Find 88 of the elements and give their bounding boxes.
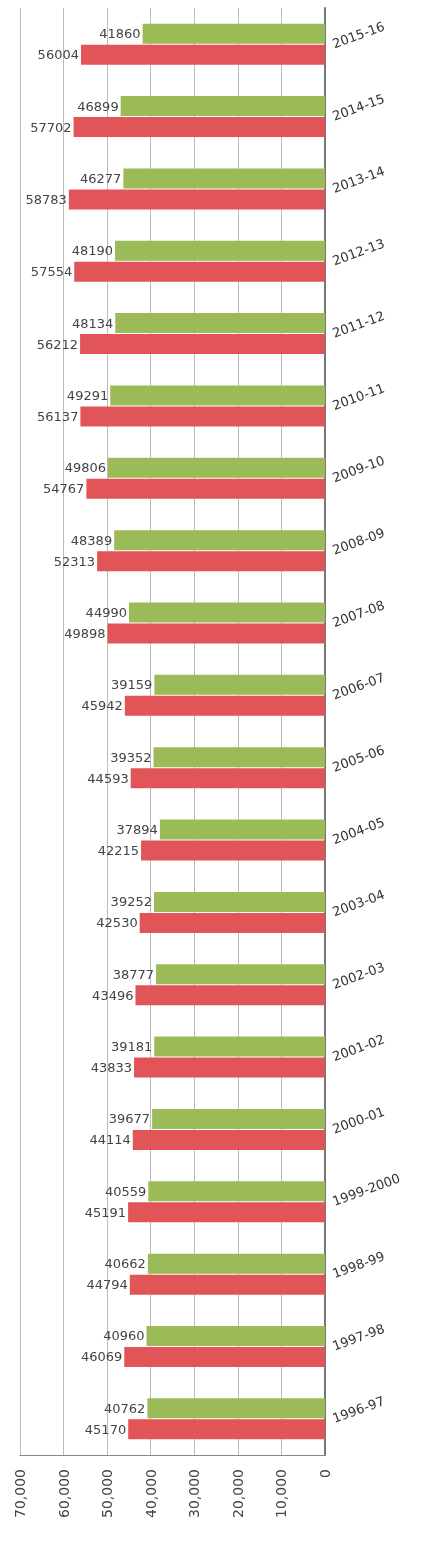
bar bbox=[107, 623, 325, 644]
bar bbox=[120, 96, 325, 117]
data-label: 52313 bbox=[53, 553, 96, 569]
data-label: 56004 bbox=[37, 47, 79, 63]
bar bbox=[142, 23, 325, 44]
data-label: 46899 bbox=[77, 98, 119, 114]
bar bbox=[124, 1346, 325, 1367]
x-tick-label: 10,000 bbox=[273, 1469, 290, 1518]
bar bbox=[146, 1325, 325, 1346]
data-label: 39252 bbox=[110, 894, 152, 910]
bar bbox=[152, 1108, 325, 1129]
bar bbox=[153, 747, 325, 768]
bar bbox=[107, 457, 325, 478]
bar bbox=[156, 964, 325, 985]
x-tick-label: 20,000 bbox=[229, 1469, 246, 1518]
bar bbox=[135, 985, 325, 1006]
bar bbox=[154, 1036, 325, 1057]
data-label: 49806 bbox=[64, 460, 106, 476]
data-label: 40559 bbox=[104, 1183, 147, 1199]
bar bbox=[124, 695, 325, 716]
bar bbox=[141, 840, 325, 861]
data-label: 58783 bbox=[25, 191, 67, 207]
bar bbox=[128, 1419, 325, 1440]
data-label: 42215 bbox=[97, 843, 140, 859]
bar bbox=[128, 1202, 325, 1223]
x-tick-label: 40,000 bbox=[142, 1469, 159, 1518]
bar bbox=[154, 674, 325, 695]
data-label: 49898 bbox=[64, 625, 106, 641]
bar bbox=[80, 406, 325, 427]
data-label: 40960 bbox=[103, 1328, 145, 1344]
data-label: 54767 bbox=[43, 481, 85, 497]
bar bbox=[73, 117, 325, 138]
bar bbox=[74, 261, 325, 282]
bar bbox=[148, 1181, 325, 1202]
x-tick-label: 70,000 bbox=[12, 1469, 28, 1518]
data-label: 44593 bbox=[87, 770, 129, 786]
x-tick-label: 50,000 bbox=[99, 1469, 116, 1518]
data-label: 39677 bbox=[108, 1111, 151, 1127]
bar bbox=[159, 819, 325, 840]
bar bbox=[115, 240, 325, 261]
bar bbox=[123, 168, 325, 189]
bar bbox=[147, 1253, 325, 1274]
data-label: 57702 bbox=[30, 119, 72, 135]
bar bbox=[132, 1129, 325, 1150]
data-label: 43833 bbox=[90, 1060, 133, 1076]
bar bbox=[153, 891, 325, 912]
x-tick-label: 0 bbox=[317, 1469, 333, 1478]
data-label: 48389 bbox=[70, 532, 113, 548]
x-tick-label: 30,000 bbox=[186, 1469, 203, 1518]
bar bbox=[129, 1274, 325, 1295]
data-label: 48190 bbox=[71, 243, 114, 259]
data-label: 57554 bbox=[30, 264, 73, 280]
data-label: 46069 bbox=[80, 1349, 123, 1365]
x-tick-label: 60,000 bbox=[55, 1469, 72, 1518]
bar bbox=[97, 551, 325, 572]
data-label: 42530 bbox=[96, 915, 138, 931]
bar bbox=[147, 1398, 325, 1419]
bar bbox=[110, 385, 325, 406]
bar bbox=[80, 44, 325, 65]
bar bbox=[128, 602, 325, 623]
data-label: 41860 bbox=[99, 26, 141, 42]
data-label: 43496 bbox=[92, 987, 134, 1003]
bar bbox=[115, 313, 325, 334]
data-label: 39159 bbox=[111, 677, 153, 693]
data-label: 38777 bbox=[112, 966, 155, 982]
bar bbox=[134, 1057, 325, 1078]
data-label: 44990 bbox=[85, 604, 127, 620]
data-label: 56137 bbox=[37, 408, 79, 424]
data-label: 44794 bbox=[86, 1277, 128, 1293]
data-label: 45191 bbox=[84, 1204, 127, 1220]
data-label: 40762 bbox=[104, 1400, 146, 1416]
data-label: 46277 bbox=[80, 170, 122, 186]
data-label: 44114 bbox=[89, 1132, 131, 1148]
bar bbox=[68, 189, 325, 210]
data-label: 48134 bbox=[71, 315, 114, 331]
data-label: 37894 bbox=[116, 822, 158, 838]
bar bbox=[114, 530, 325, 551]
data-label: 39181 bbox=[110, 1039, 153, 1055]
data-label: 45942 bbox=[81, 698, 123, 714]
data-label: 49291 bbox=[66, 387, 109, 403]
bar bbox=[80, 334, 325, 355]
data-label: 45170 bbox=[84, 1421, 127, 1437]
bar bbox=[86, 478, 325, 499]
data-label: 39352 bbox=[110, 749, 152, 765]
data-label: 40662 bbox=[104, 1256, 146, 1272]
bar bbox=[139, 912, 325, 933]
data-label: 56212 bbox=[36, 336, 79, 352]
bar bbox=[130, 768, 325, 789]
